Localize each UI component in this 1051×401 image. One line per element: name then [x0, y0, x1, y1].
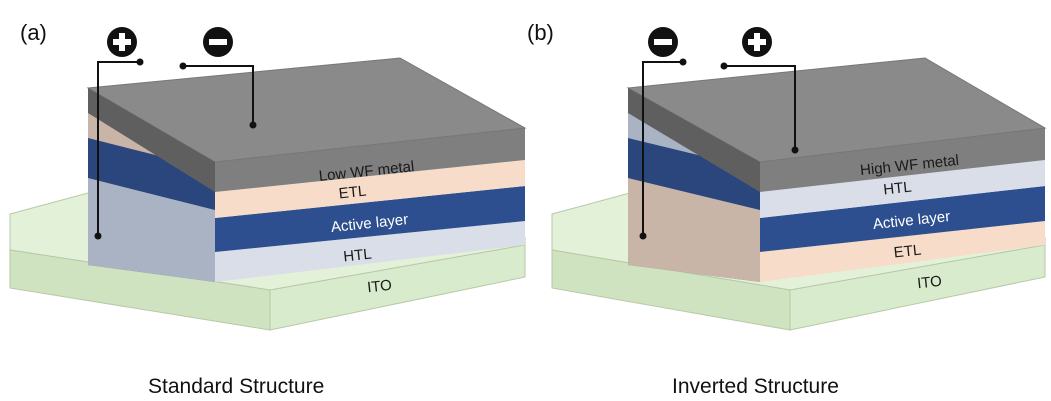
panel-b-metal-top — [626, 57, 1047, 163]
panel-b-negative-wire — [642, 61, 683, 236]
panel-b-plus-terminal-icon — [742, 27, 772, 57]
panel-a-label-ito: ITO — [366, 277, 392, 296]
panel-b-metal-left — [628, 88, 760, 192]
panel-a-negative-wire — [183, 65, 254, 125]
panel-a-active-face — [215, 186, 525, 252]
panel-b-etl-face — [760, 221, 1045, 282]
panel-b-substrate-right — [789, 244, 1046, 331]
panel-b-label-ito: ITO — [916, 273, 942, 292]
panel-a-label-etl: ETL — [338, 183, 367, 203]
panel-b-caption: Inverted Structure — [672, 375, 839, 398]
panel-a-plus-terminal-icon — [107, 27, 137, 57]
panel-a-stack-left-htl — [88, 178, 215, 282]
panel-b-letter: (b) — [527, 20, 554, 45]
panel-a-htl-face — [215, 221, 525, 282]
panel-a-substrate-right — [269, 244, 526, 331]
panel-b-active-face — [760, 186, 1045, 252]
panel-a-metal-face — [215, 128, 525, 192]
panel-a-metal-left — [88, 88, 215, 192]
panel-a-caption: Standard Structure — [148, 375, 324, 398]
panel-b-positive-wire-end — [720, 62, 728, 70]
panel-b-negative-contact — [639, 232, 647, 240]
panel-a-etl-face — [215, 160, 525, 218]
panel-a-positive-wire — [97, 61, 140, 236]
panel-b-label-etl: ETL — [893, 242, 922, 262]
panel-b-label-htl: HTL — [883, 179, 913, 199]
panel-a-letter: (a) — [20, 20, 47, 45]
panel-a-positive-contact — [94, 232, 102, 240]
panel-b-negative-wire-end — [679, 58, 687, 66]
panel-b-metal-face — [760, 128, 1045, 192]
panel-a-negative-contact — [249, 121, 257, 129]
panel-a-positive-wire-end — [136, 58, 144, 66]
panel-a-minus-terminal-icon — [203, 27, 233, 57]
panel-standard: (a) Low WF metal ETL Active layer HTL IT… — [9, 20, 527, 398]
panel-b-positive-wire — [724, 65, 796, 150]
panel-b-htl-face — [760, 160, 1045, 218]
panel-b-stack-left-etl — [628, 178, 760, 282]
panel-inverted: (b) High WF metal HTL Active layer ETL I… — [527, 20, 1047, 398]
panel-b-minus-terminal-icon — [648, 27, 678, 57]
panel-a-label-htl: HTL — [343, 246, 373, 266]
panel-a-metal-top — [86, 57, 527, 163]
panel-a-negative-wire-end — [179, 62, 187, 70]
panel-b-positive-contact — [791, 146, 799, 154]
